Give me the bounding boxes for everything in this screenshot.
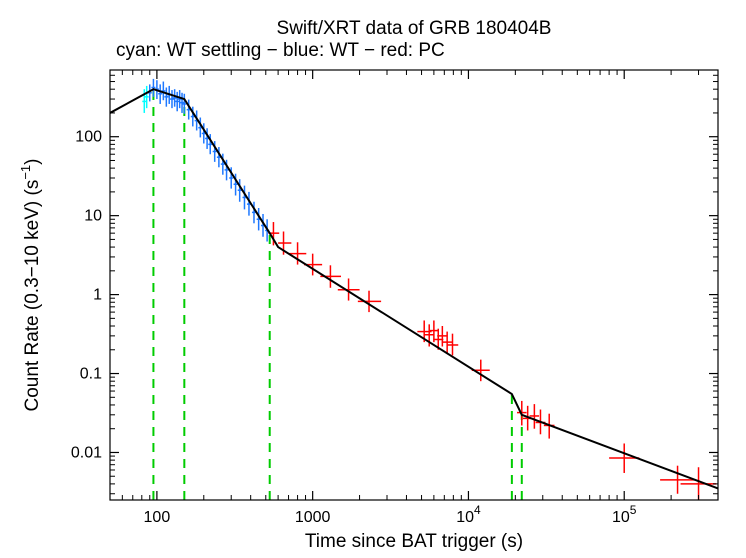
x-tick-label: 100 xyxy=(144,509,171,526)
chart-svg: 10010001041050.010.1110100Time since BAT… xyxy=(0,0,746,558)
plot-background xyxy=(0,0,746,558)
y-tick-label: 0.1 xyxy=(80,366,102,383)
y-tick-label: 100 xyxy=(75,129,102,146)
chart-title: Swift/XRT data of GRB 180404B xyxy=(277,18,552,39)
legend-text: cyan: WT settling − blue: WT − red: PC xyxy=(116,40,445,61)
y-axis-label: Count Rate (0.3−10 keV) (s−1) xyxy=(18,159,43,412)
chart-container: 10010001041050.010.1110100Time since BAT… xyxy=(0,0,746,558)
y-tick-label: 1 xyxy=(93,287,102,304)
y-tick-label: 10 xyxy=(84,208,102,225)
x-axis-label: Time since BAT trigger (s) xyxy=(305,531,523,552)
y-tick-label: 0.01 xyxy=(71,444,102,461)
x-tick-label: 1000 xyxy=(295,509,331,526)
